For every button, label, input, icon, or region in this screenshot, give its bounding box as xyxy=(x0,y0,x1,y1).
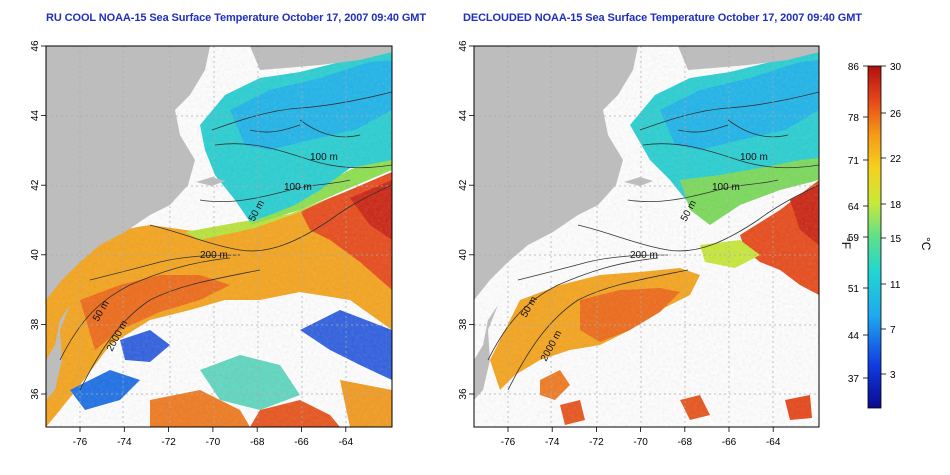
latitude-label: 40 xyxy=(458,249,469,261)
latitude-label: 42 xyxy=(30,179,41,191)
temperature-colorbar: 86 78 71 64 59 51 44 37 30 26 22 18 15 11 7 3 °F °C xyxy=(839,62,933,409)
latitude-label: 36 xyxy=(30,388,41,400)
latitude-label: 40 xyxy=(30,249,41,261)
contour-label: 100 m xyxy=(310,152,338,163)
bathymetry-contours xyxy=(59,91,392,391)
celsius-tick-label: 11 xyxy=(890,280,901,291)
longitude-label: -70 xyxy=(633,437,648,448)
longitude-label: -68 xyxy=(678,437,693,448)
right-map-axes: -76 -74 -72 -70 -68 -66 -64 36 38 40 42 44 46 xyxy=(458,40,781,448)
sst-field xyxy=(474,46,819,427)
celsius-tick-label: 18 xyxy=(890,200,902,211)
celsius-tick-label: 26 xyxy=(890,109,902,120)
left-map-axes: -76 -74 -72 -70 -68 -66 -64 36 38 40 42 44 46 xyxy=(30,40,353,448)
celsius-tick-label: 3 xyxy=(890,370,896,381)
left-map-title: RU COOL NOAA-15 Sea Surface Temperature … xyxy=(46,12,426,24)
map-frame xyxy=(473,45,820,428)
fahrenheit-unit-label: °F xyxy=(839,237,853,249)
longitude-label: -70 xyxy=(206,437,221,448)
contour-label: 200 m xyxy=(630,250,658,261)
fahrenheit-tick-label: 71 xyxy=(848,156,860,167)
land-delmarva xyxy=(474,305,498,400)
contour-label: 200 m xyxy=(200,250,228,261)
longitude-label: -76 xyxy=(73,437,88,448)
map-frame xyxy=(45,45,393,428)
celsius-tick-label: 15 xyxy=(890,234,902,245)
longitude-label: -74 xyxy=(117,437,132,448)
latitude-label: 44 xyxy=(458,110,469,122)
longitude-label: -68 xyxy=(250,437,265,448)
latitude-label: 44 xyxy=(30,110,41,122)
latitude-label: 38 xyxy=(30,318,41,330)
contour-label: 100 m xyxy=(284,182,312,193)
fahrenheit-tick-label: 59 xyxy=(848,233,860,244)
longitude-label: -74 xyxy=(545,437,560,448)
colorbar-ticks: 86 78 71 64 59 51 44 37 30 26 22 18 15 11 7 3 xyxy=(848,62,902,385)
longitude-label: -66 xyxy=(722,437,737,448)
left-sst-map: 100 m 100 m 50 m 200 m 50 m 2000 m -76 -7… xyxy=(30,40,393,448)
fahrenheit-tick-label: 86 xyxy=(848,62,860,73)
land-north-america xyxy=(474,46,638,300)
contour-label: 100 m xyxy=(712,182,740,193)
contour-label: 100 m xyxy=(740,152,768,163)
right-map-title: DECLOUDED NOAA-15 Sea Surface Temperatur… xyxy=(463,12,862,24)
sst-field xyxy=(46,46,392,427)
land-nova-scotia xyxy=(250,46,392,70)
longitude-label: -64 xyxy=(766,437,781,448)
latitude-label: 38 xyxy=(458,318,469,330)
latitude-label: 36 xyxy=(458,388,469,400)
latitude-label: 46 xyxy=(458,40,469,52)
celsius-unit-label: °C xyxy=(919,237,933,251)
land-delmarva xyxy=(46,305,70,400)
longitude-label: -72 xyxy=(589,437,604,448)
fahrenheit-tick-label: 37 xyxy=(848,374,860,385)
fahrenheit-tick-label: 64 xyxy=(848,202,860,213)
latitude-label: 46 xyxy=(30,40,41,52)
land-nova-scotia xyxy=(678,46,819,70)
fahrenheit-tick-label: 51 xyxy=(848,284,860,295)
fahrenheit-tick-label: 78 xyxy=(848,113,860,124)
longitude-label: -72 xyxy=(161,437,176,448)
lat-lon-grid xyxy=(474,46,819,427)
fahrenheit-tick-label: 44 xyxy=(848,331,860,342)
longitude-label: -76 xyxy=(501,437,516,448)
celsius-tick-label: 7 xyxy=(890,325,896,336)
land-island xyxy=(196,177,225,186)
latitude-label: 42 xyxy=(458,179,469,191)
colorbar-gradient xyxy=(867,65,882,409)
land-north-america xyxy=(46,46,210,300)
longitude-label: -66 xyxy=(294,437,309,448)
bathymetry-contours xyxy=(487,91,819,391)
lat-lon-grid xyxy=(46,46,392,427)
celsius-tick-label: 30 xyxy=(890,62,902,73)
celsius-tick-label: 22 xyxy=(890,154,902,165)
right-sst-map: 100 m 100 m 50 m 200 m 50 m 2000 m -76 -7… xyxy=(458,40,820,448)
land-island xyxy=(624,177,653,186)
longitude-label: -64 xyxy=(339,437,354,448)
